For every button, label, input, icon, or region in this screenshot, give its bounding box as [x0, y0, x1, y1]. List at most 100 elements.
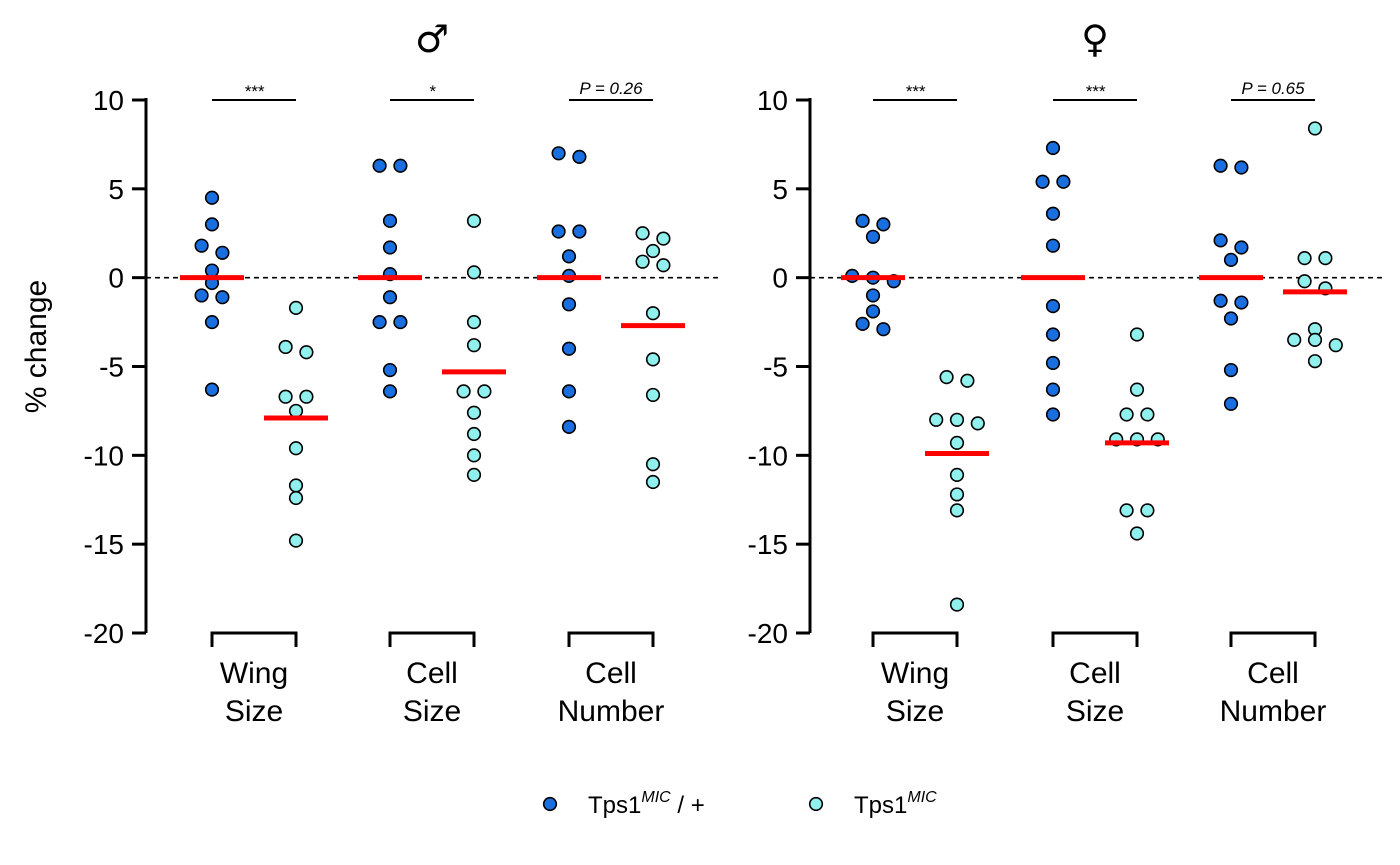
control-point — [393, 314, 408, 330]
category-label: Size — [886, 695, 944, 728]
category-label: Cell — [1069, 657, 1121, 690]
mutant-point — [645, 387, 661, 403]
y-tick-label: 10 — [93, 85, 124, 116]
control-point — [1045, 238, 1061, 253]
mutant-point — [656, 231, 671, 246]
mutant-point — [1318, 251, 1333, 266]
y-tick-label: -5 — [99, 352, 124, 383]
mutant-point — [949, 412, 965, 427]
control-point — [194, 288, 209, 303]
significance-label: P = 0.65 — [1241, 79, 1305, 98]
panel-title: ♀ — [1081, 17, 1109, 61]
mutant-point — [466, 426, 482, 442]
mutant-point — [466, 405, 482, 420]
control-point — [1045, 407, 1061, 422]
control-point — [382, 213, 398, 228]
control-point — [865, 288, 881, 303]
mutant-point — [1328, 338, 1343, 353]
y-tick-label: -10 — [748, 440, 788, 471]
control-point — [204, 263, 220, 278]
legend-marker-control — [542, 796, 558, 812]
category-label: Cell — [406, 657, 458, 690]
control-point — [1045, 327, 1061, 342]
significance-label: *** — [1085, 82, 1106, 101]
control-point — [382, 240, 398, 255]
category-label: Size — [403, 695, 461, 728]
control-point — [876, 217, 891, 232]
control-point — [372, 314, 387, 330]
control-point — [1234, 160, 1249, 175]
y-tick-label: -10 — [84, 440, 124, 471]
control-point — [372, 158, 387, 173]
mutant-point — [1287, 332, 1302, 347]
mutant-point — [949, 597, 965, 612]
mutant-point — [645, 243, 661, 259]
mutant-point — [477, 384, 492, 399]
mutant-point — [299, 345, 314, 360]
category-label: Number — [1220, 695, 1327, 728]
control-point — [204, 190, 220, 205]
mutant-point — [949, 467, 965, 482]
mutant-point — [1307, 332, 1323, 347]
mutant-point — [466, 467, 482, 482]
control-point — [194, 238, 209, 253]
y-tick-label: 0 — [772, 263, 788, 294]
mutant-point — [466, 213, 482, 228]
mutant-point — [929, 412, 944, 427]
group-cell-number: Cell Number P = 0.65 — [1199, 79, 1347, 728]
y-tick-label: -20 — [748, 618, 788, 649]
mutant-point — [288, 441, 304, 456]
mutant-point — [949, 503, 965, 518]
significance-label: *** — [905, 82, 926, 101]
mutant-point — [466, 314, 482, 330]
mutant-point — [645, 306, 661, 321]
mutant-point — [288, 478, 304, 493]
mutant-point — [970, 416, 985, 431]
y-tick-label: 0 — [108, 263, 124, 294]
control-point — [204, 382, 220, 397]
control-point — [876, 322, 891, 337]
mutant-point — [466, 338, 482, 353]
control-point — [1213, 233, 1228, 248]
y-tick-label: 5 — [108, 174, 124, 205]
group-wing-size: Wing Size *** — [180, 82, 328, 728]
mutant-point — [960, 373, 975, 388]
mutant-point — [949, 487, 965, 502]
control-point — [1223, 396, 1239, 411]
control-point — [865, 229, 881, 244]
category-bracket — [210, 631, 298, 647]
control-point — [1035, 174, 1050, 189]
y-tick-label: 5 — [772, 174, 788, 205]
mutant-point — [288, 403, 304, 419]
control-point — [865, 304, 881, 319]
category-bracket — [388, 631, 476, 647]
mutant-point — [278, 389, 293, 404]
mutant-point — [1119, 407, 1134, 422]
control-point — [1213, 293, 1228, 308]
mutant-point — [1307, 354, 1323, 369]
control-point — [1234, 240, 1249, 255]
control-point — [855, 213, 870, 228]
mutant-point — [1140, 503, 1155, 518]
control-point — [561, 419, 577, 435]
control-point — [382, 384, 398, 399]
control-point — [382, 290, 398, 305]
mutant-point — [456, 384, 471, 399]
mutant-point — [1307, 121, 1323, 136]
control-point — [551, 224, 566, 239]
control-point — [1045, 140, 1061, 156]
control-point — [215, 290, 230, 305]
mutant-point — [949, 435, 965, 450]
mutant-point — [1297, 274, 1312, 289]
control-point — [204, 217, 220, 232]
control-point — [572, 149, 587, 164]
mutant-point — [645, 352, 661, 367]
mutant-point — [278, 339, 293, 355]
mutant-point — [1129, 327, 1145, 342]
group-cell-size: Cell Size *** — [1021, 82, 1169, 728]
panel-female: ♀1050-5-10-15-20WingSize***CellSize***Ce… — [748, 17, 1385, 728]
control-point — [1045, 206, 1061, 221]
control-point — [1213, 158, 1228, 173]
y-tick-label: -20 — [84, 618, 124, 649]
category-bracket — [1229, 631, 1317, 647]
